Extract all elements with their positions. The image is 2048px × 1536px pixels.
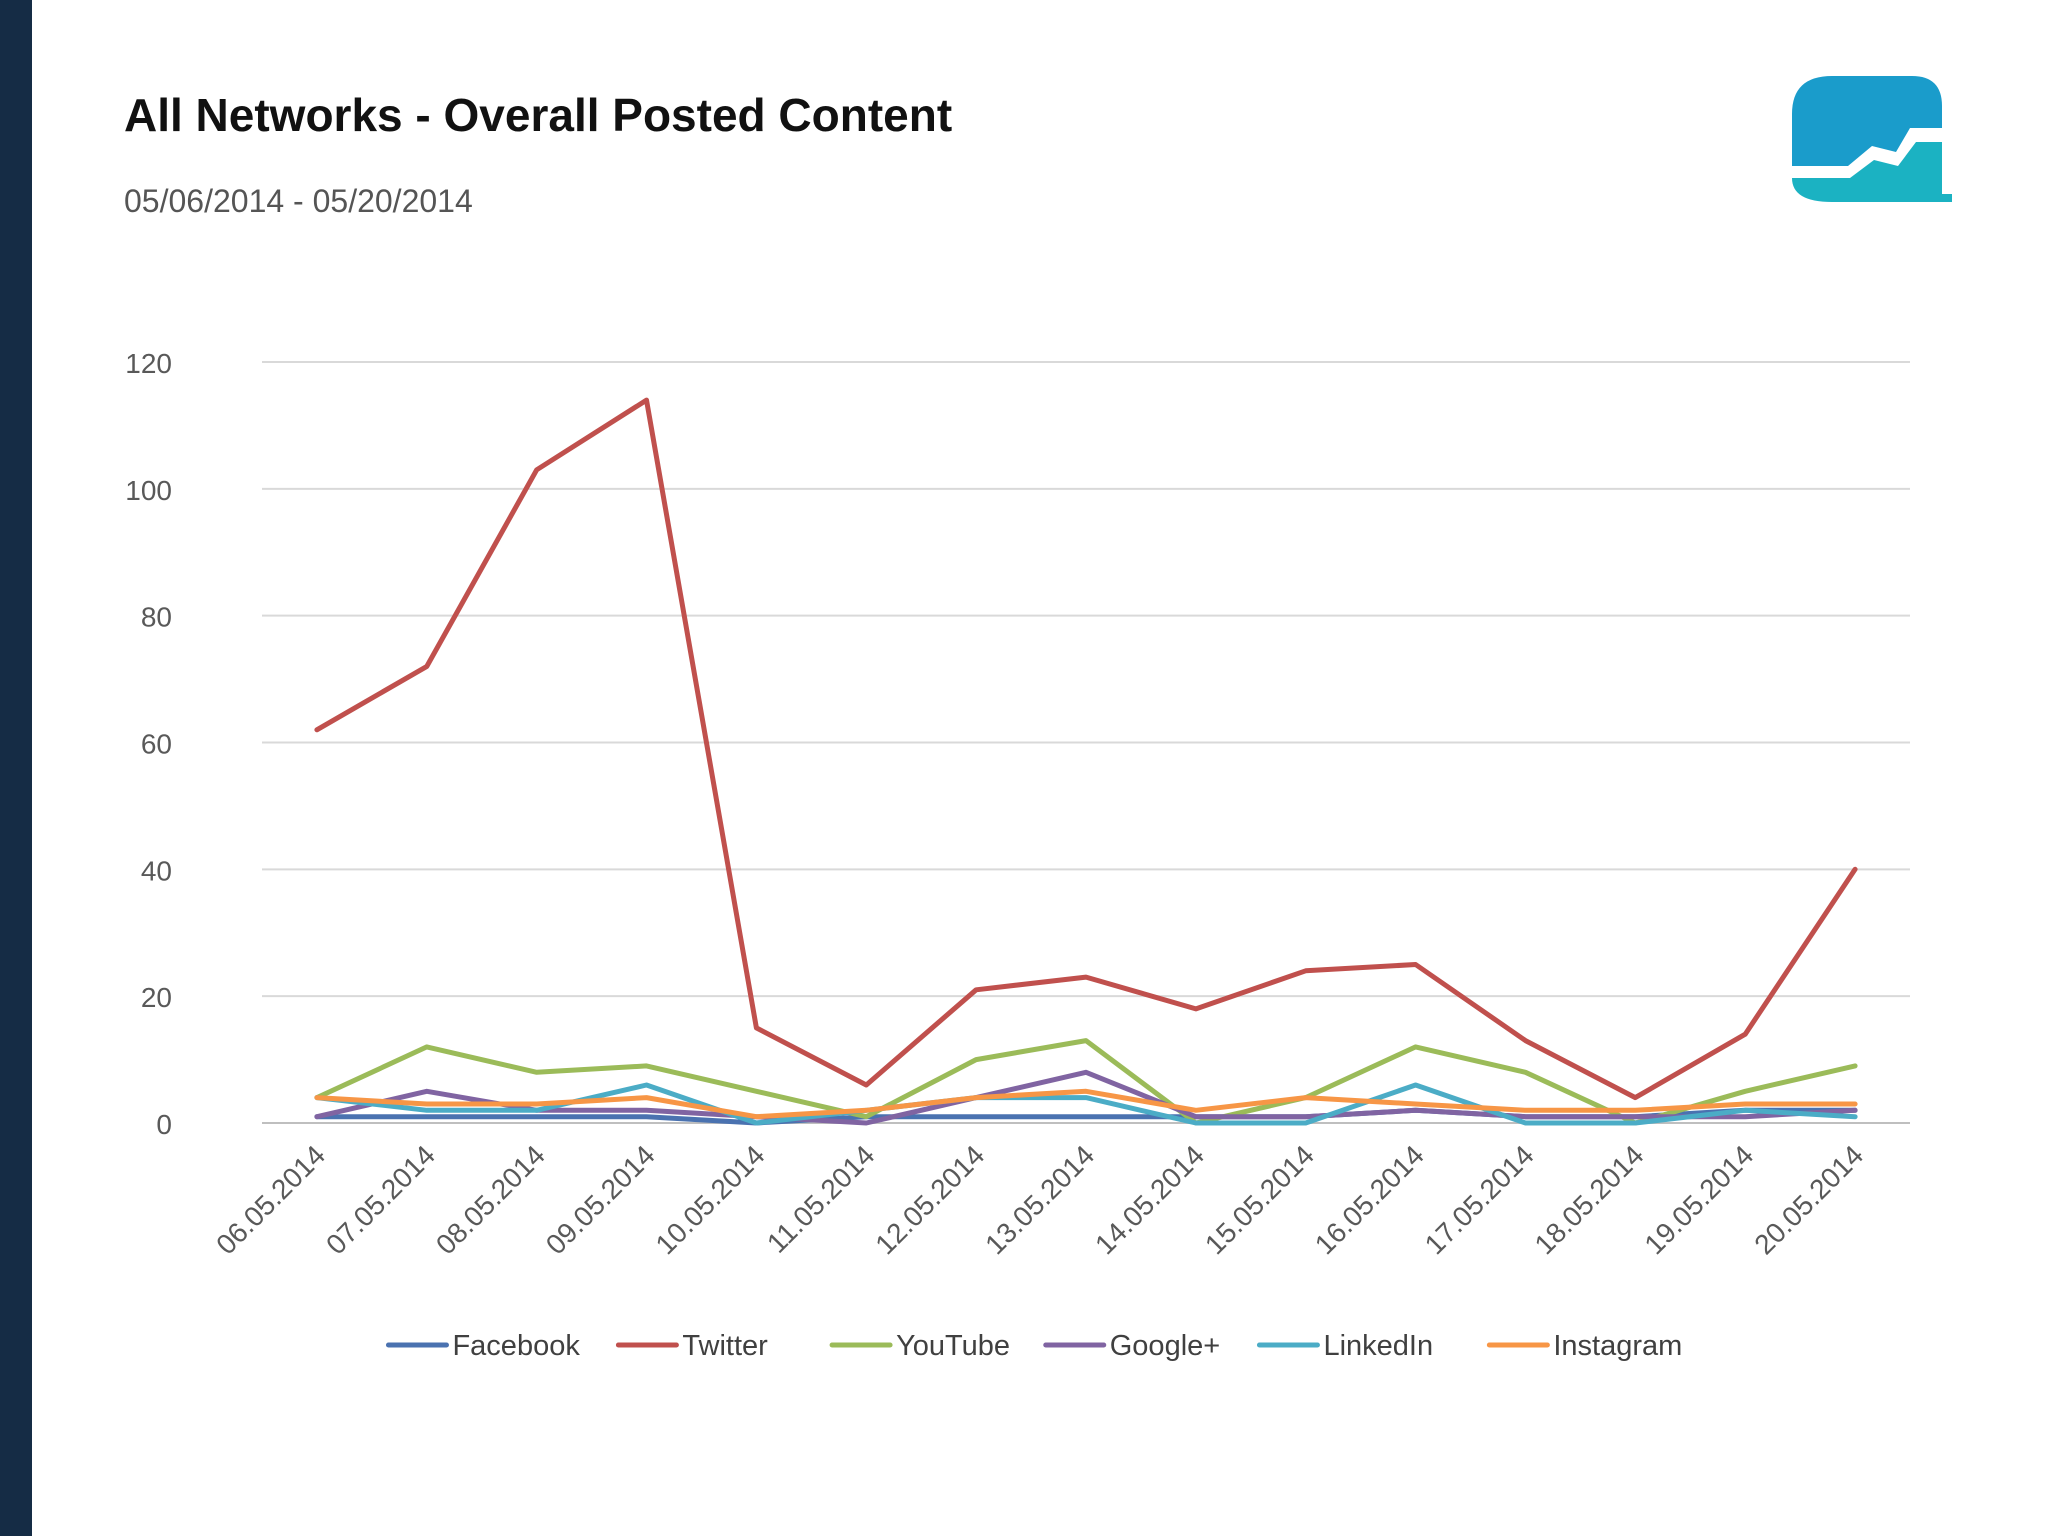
- legend: Facebook Twitter YouTube Google+ LinkedIn Ins…: [385, 1330, 1682, 1362]
- x-tick-label: 17.05.2014: [1419, 1139, 1540, 1260]
- series-line-youtube: [314, 1038, 1858, 1126]
- y-tick-label: 120: [125, 348, 172, 379]
- legend-label-twitter: Twitter: [682, 1330, 768, 1362]
- x-tick-label: 08.05.2014: [430, 1139, 551, 1260]
- legend-label-youtube: YouTube: [896, 1330, 1010, 1362]
- legend-label-google: Google+: [1110, 1330, 1220, 1362]
- y-tick-label: 20: [141, 982, 172, 1013]
- x-tick-label: 19.05.2014: [1638, 1139, 1759, 1260]
- x-tick-label: 20.05.2014: [1748, 1139, 1869, 1260]
- x-tick-label: 07.05.2014: [320, 1139, 441, 1260]
- date-range: 05/06/2014 - 05/20/2014: [124, 183, 473, 219]
- series-line-google: [314, 1069, 1858, 1126]
- series-line-instagram: [314, 1088, 1858, 1120]
- x-tick-label: 12.05.2014: [869, 1139, 990, 1260]
- page-title: All Networks - Overall Posted Content: [124, 89, 953, 141]
- y-tick-label: 60: [141, 729, 172, 760]
- y-tick-label: 40: [141, 855, 172, 886]
- legend-label-instagram: Instagram: [1553, 1330, 1682, 1362]
- legend-label-linkedin: LinkedIn: [1323, 1330, 1433, 1362]
- x-tick-label: 09.05.2014: [540, 1139, 661, 1260]
- grid-lines: [262, 361, 1910, 1124]
- x-tick-label: 06.05.2014: [210, 1139, 331, 1260]
- x-axis-ticks: 06.05.201407.05.201408.05.201409.05.2014…: [210, 1139, 1869, 1260]
- x-tick-label: 16.05.2014: [1309, 1139, 1430, 1260]
- x-tick-label: 18.05.2014: [1529, 1139, 1650, 1260]
- side-accent-bar: [0, 0, 32, 1536]
- y-axis-ticks: 0 20 40 60 80 100 120: [125, 348, 172, 1140]
- x-tick-label: 11.05.2014: [761, 1139, 881, 1259]
- y-tick-label: 80: [141, 602, 172, 633]
- trend-chart-logo-icon: [1792, 66, 1952, 206]
- series-line-twitter: [314, 397, 1858, 1101]
- y-tick-label: 100: [125, 475, 172, 506]
- x-tick-label: 10.05.2014: [650, 1139, 771, 1260]
- series-lines: [314, 397, 1858, 1126]
- y-tick-label: 0: [156, 1109, 172, 1140]
- x-tick-label: 14.05.2014: [1089, 1139, 1210, 1260]
- legend-label-facebook: Facebook: [452, 1330, 580, 1362]
- x-tick-label: 13.05.2014: [979, 1139, 1100, 1260]
- x-tick-label: 15.05.2014: [1199, 1139, 1320, 1260]
